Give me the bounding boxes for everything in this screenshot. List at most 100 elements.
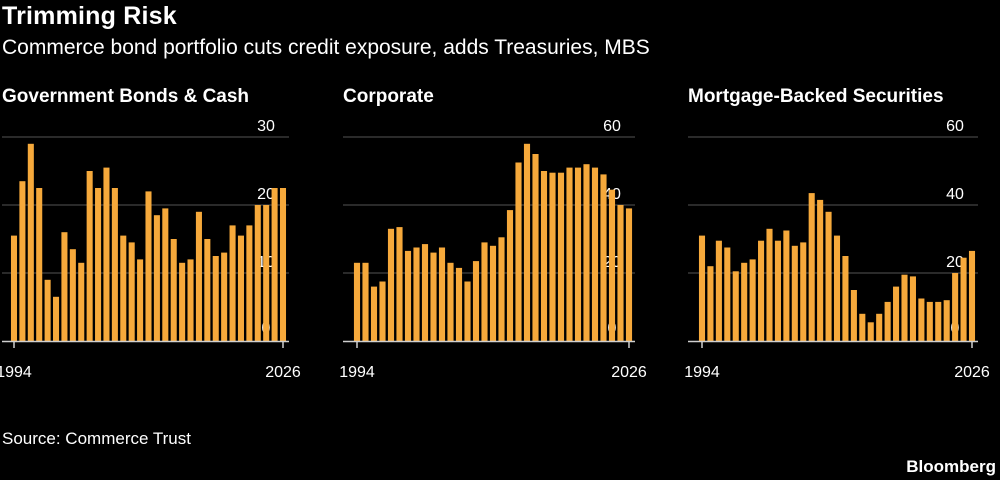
bar-2015	[876, 313, 883, 341]
bar-2020	[918, 298, 925, 341]
y-tick-label: 40	[946, 186, 964, 203]
bar-2009	[481, 242, 488, 341]
bar-2023	[943, 300, 950, 341]
bar-2019	[221, 252, 228, 341]
bar-2000	[749, 259, 756, 341]
panel-title: Mortgage-Backed Securities	[688, 86, 944, 107]
x-tick-label: 1994	[684, 364, 720, 381]
bar-2026	[279, 188, 287, 341]
bar-1997	[379, 281, 386, 341]
bar-2009	[137, 259, 144, 341]
bar-2003	[430, 252, 437, 341]
bar-1994	[698, 235, 706, 341]
x-tick-label: 2026	[954, 364, 990, 381]
bar-2021	[583, 164, 590, 341]
bar-2005	[791, 245, 798, 341]
bar-2014	[867, 322, 874, 341]
bar-2026	[968, 250, 976, 341]
bar-1997	[724, 247, 731, 341]
bar-1996	[715, 240, 722, 341]
panel-title: Corporate	[343, 86, 434, 107]
bar-2024	[608, 189, 616, 341]
bar-2011	[498, 237, 505, 341]
bar-1998	[387, 228, 395, 341]
bar-1994	[353, 262, 361, 341]
bar-2008	[472, 261, 480, 341]
bar-2004	[783, 230, 790, 341]
bar-2016	[540, 171, 548, 341]
y-tick-label: 30	[257, 118, 275, 135]
bar-2013	[859, 313, 866, 341]
bar-2010	[833, 235, 841, 341]
bar-2017	[893, 286, 900, 341]
bar-2024	[263, 205, 270, 341]
bar-1996	[27, 143, 34, 341]
bar-2022	[246, 225, 253, 341]
bar-2023	[254, 205, 261, 341]
bar-2024	[952, 273, 959, 341]
bar-2005	[447, 262, 454, 341]
bar-2017	[204, 239, 211, 341]
bar-2012	[506, 210, 514, 341]
bar-2011	[153, 215, 160, 341]
bar-2012	[162, 208, 169, 341]
bar-1996	[370, 286, 378, 341]
bar-2004	[95, 188, 102, 341]
bar-2018	[901, 274, 908, 341]
chart-subtitle: Commerce bond portfolio cuts credit expo…	[2, 36, 650, 59]
bar-2026	[625, 208, 633, 341]
bar-2001	[758, 240, 765, 341]
bar-2007	[808, 193, 815, 341]
bar-2013	[170, 239, 177, 341]
x-tick-label: 2026	[611, 364, 647, 381]
y-tick-label: 20	[946, 254, 964, 271]
bar-2010	[489, 245, 497, 341]
bar-1998	[732, 271, 739, 341]
bar-2025	[960, 257, 967, 341]
bar-2010	[145, 191, 152, 341]
bar-1995	[19, 181, 26, 341]
bar-2006	[111, 188, 118, 341]
bar-2006	[455, 267, 463, 341]
bar-2021	[926, 301, 933, 341]
bar-2016	[884, 301, 891, 341]
bar-2022	[935, 301, 942, 341]
chart-title: Trimming Risk	[2, 2, 177, 30]
bar-2013	[515, 162, 522, 341]
bar-1995	[362, 262, 369, 341]
bar-2004	[438, 247, 446, 341]
x-tick-label: 1994	[0, 364, 32, 381]
bar-2011	[842, 256, 849, 341]
bar-2000	[61, 232, 68, 341]
y-tick-label: 60	[603, 118, 621, 135]
bar-1998	[44, 279, 51, 341]
y-tick-label: 60	[946, 118, 964, 135]
bar-1997	[36, 188, 43, 341]
x-tick-label: 2026	[265, 364, 301, 381]
bar-2009	[825, 211, 832, 341]
bar-1999	[53, 296, 60, 341]
bar-2002	[421, 244, 429, 341]
bloomberg-logo: Bloomberg	[906, 457, 996, 476]
bar-2020	[229, 225, 236, 341]
bar-2017	[549, 172, 556, 341]
bar-2025	[617, 205, 624, 341]
bar-2007	[464, 281, 471, 341]
bar-2002	[78, 262, 85, 341]
bar-2007	[120, 235, 127, 341]
bar-2018	[557, 172, 565, 341]
bar-2003	[774, 240, 781, 341]
bar-2021	[237, 235, 244, 341]
bar-2014	[179, 262, 186, 341]
bar-2002	[766, 228, 773, 341]
bar-2003	[86, 171, 93, 341]
bar-2018	[212, 256, 219, 341]
bar-2001	[69, 249, 76, 341]
bar-2008	[128, 242, 135, 341]
bar-2015	[187, 259, 194, 341]
bar-2019	[566, 167, 573, 341]
bar-2025	[271, 188, 278, 341]
bar-2012	[850, 290, 857, 341]
panel-title: Government Bonds & Cash	[2, 86, 249, 107]
